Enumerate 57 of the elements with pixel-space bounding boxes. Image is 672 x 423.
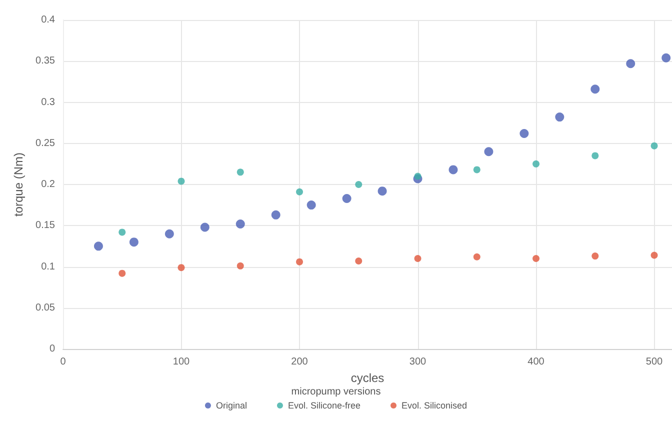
point [532,255,540,262]
x-tick-label: 400 [528,356,545,368]
legend-label: Evol. Siliconised [402,400,468,410]
y-tick-label: 0.3 [41,96,56,108]
point [473,253,480,260]
y-tick-label: 0.35 [36,56,56,67]
x-tick-label: 100 [172,356,190,368]
point [520,129,529,138]
point [626,59,636,68]
point [178,264,185,272]
point [484,147,494,156]
point [378,186,387,196]
point [118,270,126,277]
x-axis-title: cycles [350,370,384,385]
point [448,165,458,174]
point [662,53,671,62]
legend-label: Evol. Silicone-free [288,400,361,410]
point [236,168,244,176]
point [650,252,658,259]
point [355,257,362,264]
y-tick-label: 0.4 [41,14,56,26]
point [236,262,244,270]
y-tick-label: 0.15 [36,220,56,232]
y-tick-label: 0.05 [36,302,56,314]
point [178,178,185,185]
point [296,258,304,266]
point [296,188,304,196]
point [271,210,280,220]
point [355,181,362,188]
y-tick-label: 0.1 [41,261,56,272]
x-tick-label: 500 [646,356,664,368]
point [118,228,126,236]
point [200,222,210,232]
x-tick-label: 300 [409,356,427,368]
legend-title: micropump versions [291,386,381,398]
y-axis-title: torque (Nm) [12,152,26,217]
point [592,152,599,160]
point [414,255,422,262]
point [306,200,316,210]
x-tick-label: 0 [60,356,66,368]
point [532,160,540,168]
point [342,194,352,203]
x-tick-label: 200 [291,356,308,368]
y-tick-label: 0 [49,344,56,354]
point [94,242,103,251]
point [129,238,138,247]
y-tick-label: 0.2 [41,179,56,190]
point [236,219,245,228]
point [590,84,600,94]
point [164,229,174,238]
point [414,172,422,180]
legend-label: Original [216,400,247,410]
point [592,252,599,260]
point [650,142,658,150]
point [473,166,480,174]
y-tick-label: 0.25 [36,138,56,149]
point [555,112,564,122]
